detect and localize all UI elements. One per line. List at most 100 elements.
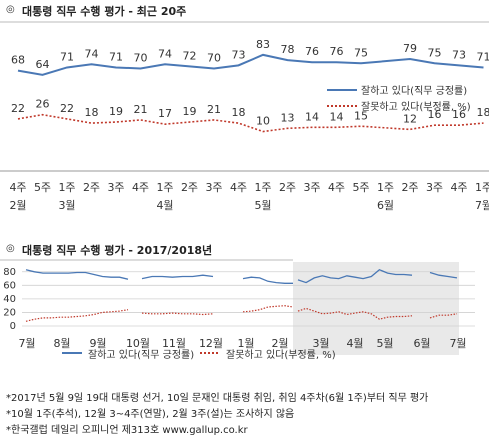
x-tick-month-label: 8월 xyxy=(53,337,70,350)
positive-data-label: 83 xyxy=(256,38,270,51)
bottom-legend-negative-label: 잘못하고 있다(부정률, %) xyxy=(226,350,336,361)
negative-data-label: 14 xyxy=(305,110,319,123)
positive-data-label: 68 xyxy=(11,54,25,67)
bottom-chart-title: 대통령 직무 수행 평가 - 2017/2018년 xyxy=(22,244,213,257)
negative-data-label: 21 xyxy=(134,103,148,116)
positive-data-label: 64 xyxy=(36,58,50,71)
positive-data-label: 70 xyxy=(134,52,148,65)
positive-data-label: 76 xyxy=(305,45,319,58)
negative-segment-line xyxy=(297,307,413,320)
x-tick-week-label: 2주 xyxy=(279,181,296,194)
negative-data-label: 18 xyxy=(477,106,489,119)
x-tick-week-label: 5주 xyxy=(34,181,51,194)
x-tick-week-label: 3주 xyxy=(303,181,320,194)
x-tick-week-label: 4주 xyxy=(230,181,247,194)
circle-bullet-icon: ◎ xyxy=(6,4,15,15)
x-tick-month-label: 1월 xyxy=(237,337,254,350)
negative-data-label: 10 xyxy=(256,115,270,128)
x-tick-week-label: 2주 xyxy=(181,181,198,194)
y-tick-label: 20 xyxy=(3,307,16,318)
positive-data-label: 70 xyxy=(207,52,221,65)
positive-segment-line xyxy=(242,276,293,284)
positive-segment-line xyxy=(141,274,214,280)
negative-data-label: 15 xyxy=(354,109,368,122)
x-tick-month-label: 10월 xyxy=(126,337,150,350)
negative-data-label: 18 xyxy=(85,106,99,119)
positive-data-label: 73 xyxy=(452,48,466,61)
positive-data-label: 74 xyxy=(158,47,172,60)
footnote-3: *한국갤럽 데일리 오피니언 제313호 www.gallup.co.kr xyxy=(6,425,248,436)
negative-data-label: 16 xyxy=(428,108,442,121)
positive-data-label: 75 xyxy=(354,46,368,59)
positive-data-label: 74 xyxy=(85,47,99,60)
x-tick-week-label: 1주 xyxy=(156,181,173,194)
positive-data-label: 71 xyxy=(109,50,123,63)
footnote-1: *2017년 5월 9일 19대 대통령 선거, 10일 문재인 대통령 취임,… xyxy=(6,393,429,404)
positive-segment-line xyxy=(429,271,458,279)
x-tick-month-label: 3월 xyxy=(58,199,75,212)
recent-20-weeks-chart: 잘하고 있다(직무 긍정률) 잘못하고 있다(부정률, %) 68 64 71 74 7… xyxy=(0,21,489,212)
x-tick-month-label: 9월 xyxy=(89,337,106,350)
negative-data-label: 12 xyxy=(403,112,417,125)
x-tick-month-label: 11월 xyxy=(162,337,186,350)
x-tick-week-label: 1주 xyxy=(377,181,394,194)
negative-segment-line xyxy=(242,305,294,313)
x-tick-month-label: 7월 xyxy=(475,199,489,212)
footnote-2: *10월 1주(추석), 12월 3~4주(연말), 2월 3주(설)는 조사하… xyxy=(6,409,295,420)
x-tick-week-label: 2주 xyxy=(83,181,100,194)
x-tick-month-label: 3월 xyxy=(312,337,329,350)
negative-data-label: 21 xyxy=(207,103,221,116)
x-tick-week-label: 1주 xyxy=(254,181,271,194)
negative-data-label: 16 xyxy=(452,108,466,121)
bottom-legend-positive-label: 잘하고 있다(직무 긍정률) xyxy=(88,350,195,361)
negative-segment-line xyxy=(25,309,129,322)
x-tick-week-label: 4주 xyxy=(9,181,26,194)
x-tick-month-label: 2월 xyxy=(9,199,26,212)
negative-data-label: 18 xyxy=(232,106,246,119)
2017-2018-chart: 0 20 40 60 80 7월 8월 9월 10월 11월 12월 1월 2월 3월 4월 5월 6월 7월 xyxy=(0,259,475,355)
positive-data-label: 72 xyxy=(183,49,197,62)
positive-data-label: 79 xyxy=(403,42,417,55)
positive-data-label: 73 xyxy=(232,48,246,61)
x-tick-month-label: 6월 xyxy=(413,337,430,350)
positive-segment-line xyxy=(297,268,413,284)
y-tick-label: 60 xyxy=(3,280,16,291)
x-tick-week-label: 3주 xyxy=(107,181,124,194)
legend-negative-label: 잘못하고 있다(부정률, %) xyxy=(361,100,471,113)
x-tick-month-label: 7월 xyxy=(449,337,466,350)
positive-data-label: 75 xyxy=(428,46,442,59)
x-tick-week-label: 2주 xyxy=(401,181,418,194)
x-tick-week-label: 4주 xyxy=(450,181,467,194)
positive-data-label: 71 xyxy=(477,50,489,63)
x-tick-week-label: 1주 xyxy=(475,181,489,194)
x-tick-month-label: 6월 xyxy=(377,199,394,212)
positive-data-label: 71 xyxy=(60,50,74,63)
negative-data-label: 19 xyxy=(183,105,197,118)
y-tick-label: 40 xyxy=(3,294,16,305)
x-tick-month-label: 7월 xyxy=(18,337,35,350)
x-tick-month-label: 4월 xyxy=(346,337,363,350)
recent-20-weeks-shade xyxy=(293,262,459,355)
y-tick-label: 0 xyxy=(10,321,16,332)
x-tick-week-label: 4주 xyxy=(132,181,149,194)
x-tick-month-label: 5월 xyxy=(254,199,271,212)
x-tick-week-label: 3주 xyxy=(426,181,443,194)
x-tick-month-label: 2월 xyxy=(271,337,288,350)
negative-segment-line xyxy=(141,312,214,316)
positive-series-line xyxy=(17,53,484,76)
x-tick-month-label: 12월 xyxy=(199,337,223,350)
x-tick-month-label: 5월 xyxy=(376,337,393,350)
x-tick-week-label: 3주 xyxy=(205,181,222,194)
x-tick-week-label: 1주 xyxy=(58,181,75,194)
circle-bullet-icon: ◎ xyxy=(6,243,15,254)
negative-data-label: 17 xyxy=(158,107,172,120)
positive-data-label: 76 xyxy=(330,45,344,58)
positive-data-label: 78 xyxy=(281,43,295,56)
negative-data-label: 26 xyxy=(36,98,50,111)
negative-data-label: 22 xyxy=(60,102,74,115)
positive-segment-line xyxy=(25,269,129,280)
x-tick-week-label: 4주 xyxy=(328,181,345,194)
legend-positive-label: 잘하고 있다(직무 긍정률) xyxy=(361,84,467,97)
negative-data-label: 13 xyxy=(281,111,295,124)
